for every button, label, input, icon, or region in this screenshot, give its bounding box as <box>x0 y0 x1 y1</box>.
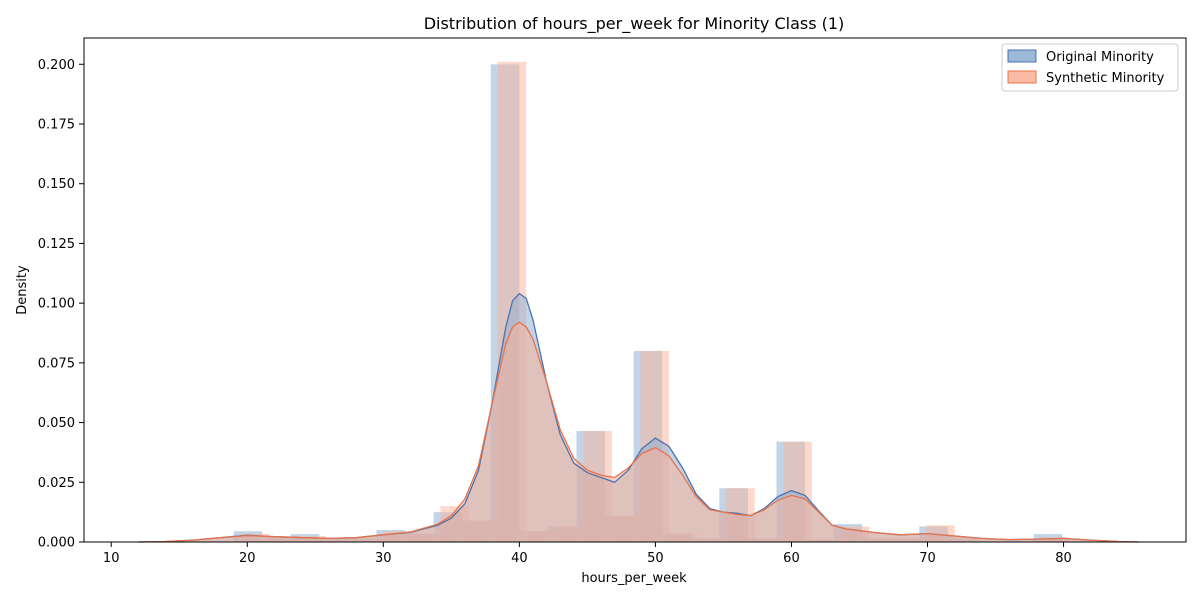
axes-layer: 10 20 30 40 50 60 70 80 0.000 0.025 0.050 0.075 0.10… <box>38 37 1187 566</box>
kde-line-synthetic <box>138 321 1139 543</box>
x-tick-label: 50 <box>647 551 664 566</box>
y-tick-label: 0.175 <box>38 117 75 132</box>
legend-swatch-original <box>1007 49 1037 63</box>
legend: Original Minority Synthetic Minority <box>1001 43 1179 92</box>
x-tick-label: 80 <box>1055 551 1072 566</box>
y-tick-label: 0.100 <box>38 297 75 312</box>
axes-frame <box>83 37 1187 543</box>
legend-label-original: Original Minority <box>1046 50 1154 65</box>
legend-swatch-synthetic <box>1007 70 1037 84</box>
y-axis-label: Density <box>15 265 30 315</box>
x-axis-label: hours_per_week <box>581 571 687 586</box>
kde-area-synthetic <box>138 322 1139 542</box>
y-tick-label: 0.200 <box>38 58 75 73</box>
plot-layer <box>138 61 1139 543</box>
chart-title: Distribution of hours_per_week for Minor… <box>424 14 845 34</box>
legend-frame <box>1001 43 1179 92</box>
y-tick-label: 0.125 <box>38 237 75 252</box>
x-tick-label: 10 <box>103 551 120 566</box>
y-tick-label: 0.025 <box>38 476 75 491</box>
x-tick-label: 40 <box>511 551 528 566</box>
x-tick-label: 20 <box>239 551 256 566</box>
y-tick-label: 0.000 <box>38 536 75 551</box>
x-tick-label: 30 <box>375 551 392 566</box>
y-tick-label: 0.150 <box>38 177 75 192</box>
x-tick-label: 60 <box>783 551 800 566</box>
y-tick-label: 0.075 <box>38 356 75 371</box>
x-tick-label: 70 <box>919 551 936 566</box>
y-tick-label: 0.050 <box>38 416 75 431</box>
legend-label-synthetic: Synthetic Minority <box>1046 71 1165 86</box>
